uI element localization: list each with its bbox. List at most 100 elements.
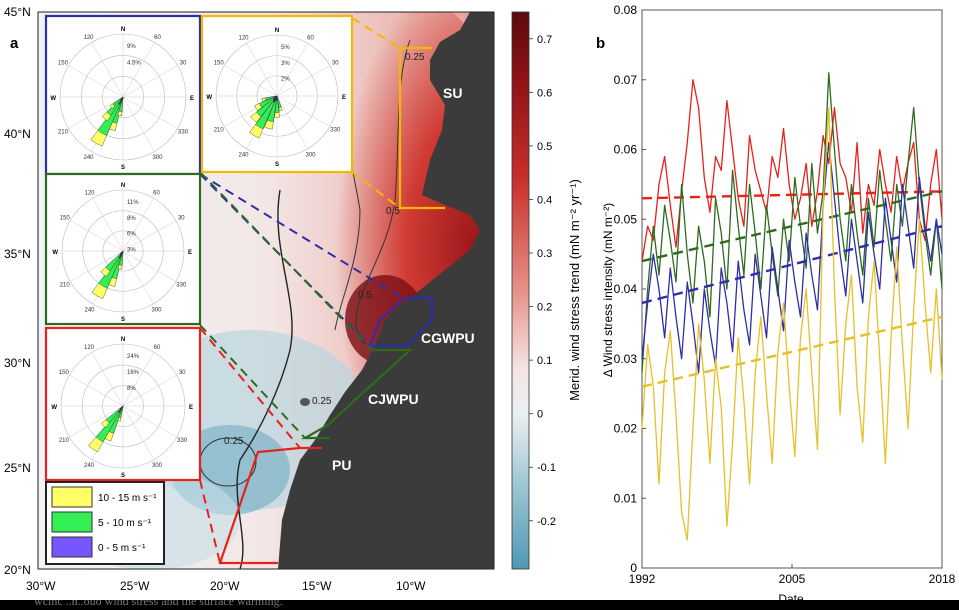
contour-label-4: 0.25 — [405, 52, 425, 63]
colorbar-tick-6: 0.1 — [537, 355, 552, 367]
contour-line-0 — [236, 189, 293, 569]
colorbar: 0.7 0.6 0.5 0.4 0.3 0.2 0.1 0 -0.1 -0.2 Merid. wi… — [511, 11, 582, 570]
lon-tick-15: 15°W — [302, 579, 332, 593]
contour-label-2: 0.25 — [312, 396, 332, 407]
panel-a-label: a — [10, 35, 19, 52]
legend-swatch-low — [51, 536, 93, 558]
colorbar-tick-4: 0.3 — [537, 248, 552, 260]
region-outlines — [218, 46, 445, 565]
series-trend-2 — [641, 225, 943, 305]
rose-su-petal-2-1 — [255, 95, 278, 130]
rose-pu-dir-w: W — [51, 405, 57, 411]
rose-cgwpu-dir-e: E — [190, 96, 194, 102]
rose-cjwpu-petal-3-2 — [121, 250, 124, 254]
rose-pu-angle-60: 60 — [154, 345, 161, 351]
rose-cjwpu-ring-label-1: 8% — [127, 216, 136, 222]
region-pu-outline — [218, 446, 322, 565]
rose-cgwpu: N S W E 120 60 150 30 210 330 240 300 9% 4.5% — [44, 14, 202, 176]
region-label-su: SU — [443, 85, 462, 101]
region-label-pu: PU — [332, 457, 351, 473]
rose-cgwpu-ring-label-0: 9% — [127, 44, 136, 50]
colorbar-gradient — [511, 11, 530, 570]
rose-su-angle-30: 30 — [332, 61, 339, 67]
rose-pu-ring-label-2: 8% — [127, 386, 136, 392]
y-axis: 0 0.01 0.02 0.03 0.04 0.05 0.06 0.07 0.08 — [614, 3, 646, 575]
rose-cgwpu-angle-30: 30 — [180, 61, 187, 67]
rose-su-dir-n: N — [275, 28, 279, 34]
rose-su-dir-w: W — [206, 95, 212, 101]
rose-pu-petal-2-1 — [105, 405, 124, 424]
map-frame — [37, 11, 495, 570]
colorbar-tick-3: 0.4 — [537, 194, 552, 206]
rose-su: N S W E 120 60 150 30 210 330 240 300 5% 3% 2% — [200, 14, 354, 174]
rose-cgwpu-petal-2-1 — [106, 96, 124, 116]
colorbar-tick-8: -0.1 — [537, 462, 556, 474]
rose-cgwpu-ring-label-1: 4.5% — [127, 60, 141, 66]
rose-su-petal-5-2 — [276, 95, 279, 99]
rose-pu-petal-2-2 — [119, 405, 124, 410]
lat-tick-20: 20°N — [4, 563, 31, 577]
rose-pu-angle-240: 240 — [84, 463, 95, 469]
rose-pu-petal-3-2 — [121, 405, 124, 409]
rose-cjwpu-angle-120: 120 — [84, 191, 95, 197]
rose-cjwpu: N S W E 120 60 150 30 210 330 240 300 11% 8% 6% 3% — [44, 172, 202, 326]
x-tick-0: 1992 — [629, 572, 656, 586]
region-su-outline — [398, 46, 445, 210]
rose-cjwpu-petal-2-2 — [119, 250, 124, 256]
rose-su-angle-150: 150 — [214, 61, 225, 67]
rose-cgwpu-angle-60: 60 — [154, 35, 161, 41]
rose-cgwpu-angle-300: 300 — [152, 155, 163, 161]
series-line-0 — [641, 79, 943, 262]
rose-su-petal-1-1 — [266, 95, 278, 123]
rose-pu: N S W E 120 60 150 30 210 330 240 300 24% 16% 8% — [44, 326, 202, 482]
rose-su-ring-label-0: 5% — [281, 45, 290, 51]
region-label-cgwpu: CGWPU — [421, 330, 475, 346]
colorbar-tick-1: 0.6 — [537, 87, 552, 99]
rose-pu-angle-210: 210 — [59, 438, 70, 444]
lat-tick-35: 35°N — [4, 247, 31, 261]
contour-label-3: 0.25 — [224, 436, 244, 447]
contour-label-0: 0.5 — [386, 206, 400, 217]
series-trend-3 — [641, 315, 943, 388]
rose-su-angle-120: 120 — [238, 36, 249, 42]
caption-strip: wcinc ..n..ouo wind stress and the surfa… — [0, 600, 959, 610]
rose-su-angle-330: 330 — [330, 128, 341, 134]
rose-cjwpu-ring-label-3: 3% — [127, 248, 136, 254]
rose-su-ring-label-2: 2% — [281, 77, 290, 83]
rose-su-angle-210: 210 — [214, 128, 225, 134]
rose-cgwpu-angle-150: 150 — [58, 61, 69, 67]
colorbar-tick-7: 0 — [537, 409, 543, 421]
x-tick-1: 2005 — [779, 572, 806, 586]
rose-cgwpu-angle-240: 240 — [83, 155, 94, 161]
rose-su-petal-3-1 — [256, 95, 278, 117]
rose-pu-angle-330: 330 — [177, 438, 188, 444]
rose-su-dir-s: S — [275, 162, 279, 168]
lat-tick-25: 25°N — [4, 461, 31, 475]
rose-cjwpu-ring-label-0: 11% — [127, 200, 139, 206]
legend-swatch-high — [51, 486, 93, 508]
rose-cjwpu-dir-n: N — [121, 183, 125, 189]
rose-cgwpu-dir-n: N — [121, 27, 125, 33]
rose-su-petal-6-1 — [265, 95, 278, 101]
y-tick-5: 0.05 — [614, 212, 638, 226]
region-cgwpu-outline — [368, 296, 434, 348]
rose-su-ring-label-1: 3% — [281, 61, 290, 67]
rose-pu-dir-n: N — [121, 337, 125, 343]
lon-axis: 30°W 25°W 20°W 15°W 10°W — [26, 579, 426, 593]
rose-cgwpu-angle-330: 330 — [178, 130, 189, 136]
rose-cjwpu-petal-3-1 — [118, 250, 124, 266]
y-tick-0: 0 — [630, 561, 637, 575]
lon-tick-30: 30°W — [26, 579, 56, 593]
rose-pu-dir-e: E — [189, 405, 193, 411]
rose-cjwpu-angle-210: 210 — [60, 283, 71, 289]
y-tick-1: 0.01 — [614, 491, 638, 505]
colorbar-label: Merid. wind stress trend (mN m⁻² yr⁻¹) — [567, 179, 582, 401]
rose-cgwpu-dir-s: S — [121, 165, 125, 171]
rose-su-petal-4-1 — [259, 95, 278, 108]
series-line-2 — [641, 141, 943, 374]
rose-su-angle-60: 60 — [307, 36, 314, 42]
rose-su-angle-300: 300 — [305, 152, 316, 158]
lat-axis: 45°N 40°N 35°N 30°N 25°N 20°N — [4, 5, 31, 577]
rose-cgwpu-angle-210: 210 — [58, 130, 69, 136]
